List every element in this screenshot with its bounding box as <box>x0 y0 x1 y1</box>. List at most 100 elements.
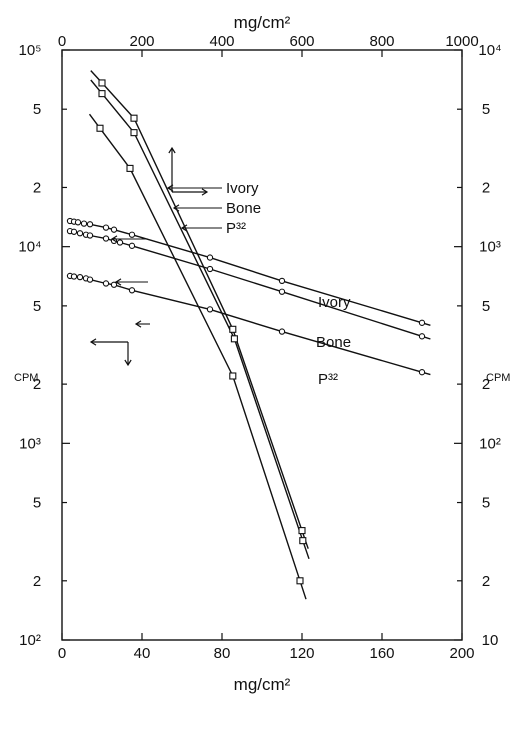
label-ivory-top: Ivory <box>226 180 259 197</box>
curve-labels: Ivory Bone P³² Ivory Bone P³² <box>226 180 351 388</box>
arrow-head <box>114 278 122 286</box>
curve-bottom-1 <box>69 230 431 340</box>
right-tick-label: 2 <box>482 573 490 590</box>
right-tick-label: 2 <box>482 179 490 196</box>
left-tick-label: 2 <box>33 573 41 590</box>
arrow-head <box>89 338 97 346</box>
data-point <box>102 280 110 287</box>
bottom-tick-label: 120 <box>289 645 314 662</box>
label-bone-top: Bone <box>226 200 261 217</box>
data-point <box>229 372 237 380</box>
label-p32-bottom: P³² <box>318 371 338 388</box>
bottom-tick-label: 0 <box>58 645 66 662</box>
right-tick-label: 10² <box>479 435 501 452</box>
data-point <box>80 220 88 227</box>
arrow-head <box>201 188 209 196</box>
direction-arrows <box>89 146 222 367</box>
data-point <box>206 306 214 313</box>
top-tick-label: 0 <box>58 33 66 50</box>
data-point <box>76 230 84 237</box>
curve-top-5 <box>88 113 307 600</box>
top-tick-label: 600 <box>289 33 314 50</box>
data-point <box>102 235 110 242</box>
label-bone-bottom: Bone <box>316 334 351 351</box>
right-tick-label: 5 <box>482 495 490 512</box>
curve-bottom-0 <box>69 220 431 326</box>
data-point <box>298 527 306 535</box>
data-point <box>96 124 104 132</box>
markers <box>66 79 426 585</box>
data-point <box>130 129 138 137</box>
arrow-head <box>110 235 118 243</box>
bottom-tick-label: 40 <box>134 645 151 662</box>
bottom-tick-label: 200 <box>449 645 474 662</box>
plot-frame <box>61 49 463 641</box>
right-tick-label: 10 <box>482 632 499 649</box>
data-point <box>70 228 78 235</box>
left-tick-label: 10⁵ <box>19 42 42 59</box>
left-tick-label: 10⁴ <box>18 239 41 256</box>
data-point <box>102 224 110 231</box>
data-point <box>418 333 426 340</box>
right-tick-label: 5 <box>482 298 490 315</box>
top-tick-label: 1000 <box>445 33 478 50</box>
data-point <box>98 79 106 87</box>
data-point <box>130 114 138 122</box>
data-point <box>278 288 286 295</box>
left-axis-title: CPM <box>14 372 38 384</box>
bottom-tick-label: 80 <box>214 645 231 662</box>
data-point <box>110 281 118 288</box>
data-point <box>76 273 84 281</box>
data-point <box>74 219 82 226</box>
bottom-tick-label: 160 <box>369 645 394 662</box>
data-point <box>86 221 94 228</box>
axis-ticks <box>61 49 463 641</box>
label-ivory-bottom: Ivory <box>318 294 351 311</box>
label-p32-top: P³² <box>226 220 246 237</box>
data-point <box>128 242 136 249</box>
arrow-head <box>134 320 142 328</box>
left-tick-label: 5 <box>33 495 41 512</box>
curve-bottom-2 <box>69 275 431 376</box>
arrow-head <box>124 359 132 367</box>
right-axis-title: CPM <box>486 372 510 384</box>
axis-tick-labels: 0 40 80 120 160 200 0 200 400 600 800 1000 10² 10³ 10⁴… <box>18 33 501 662</box>
data-point <box>86 276 94 283</box>
data-point <box>418 319 426 326</box>
top-axis-title: mg/cm² <box>234 13 291 32</box>
left-tick-label: 5 <box>33 101 41 118</box>
left-tick-label: 2 <box>33 376 41 393</box>
left-tick-label: 2 <box>33 179 41 196</box>
left-tick-label: 10³ <box>19 435 41 452</box>
data-point <box>98 90 106 98</box>
top-tick-label: 200 <box>129 33 154 50</box>
left-tick-label: 10² <box>19 632 41 649</box>
data-point <box>128 231 136 238</box>
right-tick-label: 5 <box>482 101 490 118</box>
data-point <box>86 232 94 239</box>
right-tick-label: 2 <box>482 376 490 393</box>
curve-top-4 <box>90 79 310 560</box>
data-point <box>70 273 78 280</box>
data-point <box>278 328 286 335</box>
arrow-head <box>180 224 188 232</box>
right-tick-label: 10³ <box>479 239 501 256</box>
arrow-head <box>166 184 174 192</box>
data-point <box>299 537 307 545</box>
top-tick-label: 400 <box>209 33 234 50</box>
arrow-head <box>172 204 180 212</box>
data-point <box>278 277 286 285</box>
bottom-axis-title: mg/cm² <box>234 675 291 694</box>
data-point <box>128 287 136 294</box>
top-tick-label: 800 <box>369 33 394 50</box>
data-point <box>110 226 118 233</box>
left-tick-label: 5 <box>33 298 41 315</box>
data-point <box>230 335 238 343</box>
data-point <box>116 239 124 246</box>
data-point <box>126 164 134 172</box>
arrow-head <box>168 146 176 154</box>
right-tick-label: 10⁴ <box>478 42 501 59</box>
data-point <box>206 254 214 261</box>
data-point <box>206 265 214 273</box>
